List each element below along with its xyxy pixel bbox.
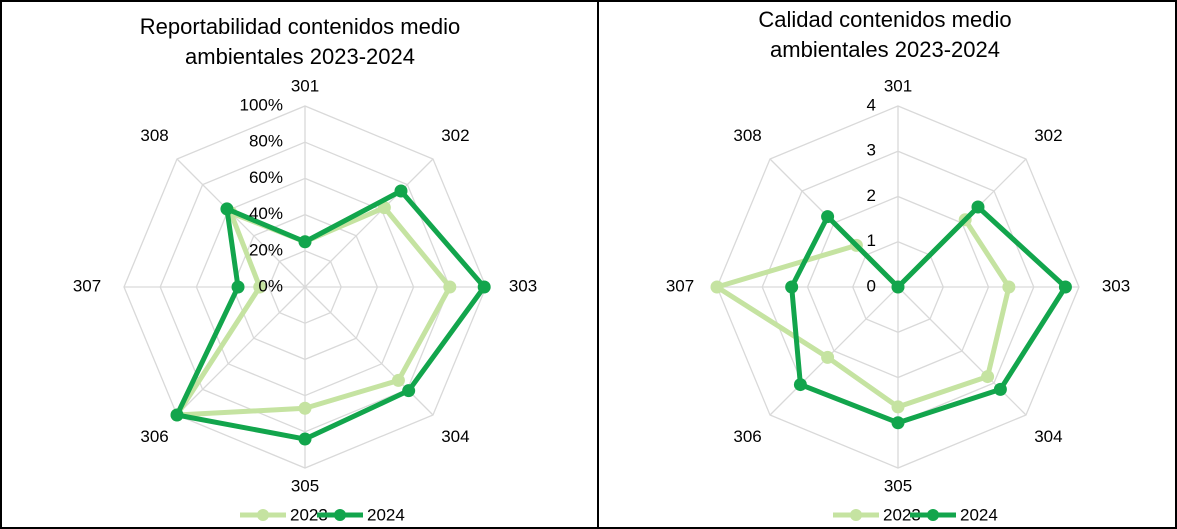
marker — [891, 280, 905, 294]
legend-marker — [334, 509, 346, 521]
marker — [298, 401, 312, 415]
category-label: 302 — [441, 126, 469, 145]
marker — [231, 280, 245, 294]
marker — [253, 280, 267, 294]
category-label: 305 — [291, 476, 319, 495]
category-label: 308 — [733, 126, 761, 145]
category-label: 301 — [884, 76, 912, 95]
marker — [993, 382, 1007, 396]
category-label: 301 — [291, 76, 319, 95]
category-label: 307 — [666, 276, 694, 295]
legend-label: 2024 — [960, 505, 998, 524]
marker — [821, 350, 835, 364]
marker — [710, 280, 724, 294]
legend-marker — [850, 509, 862, 521]
tick-label: 20% — [249, 240, 283, 259]
marker — [891, 416, 905, 430]
marker — [394, 184, 408, 198]
marker — [821, 210, 835, 224]
category-label: 306 — [140, 427, 168, 446]
tick-label: 2 — [867, 186, 876, 205]
legend-marker — [927, 509, 939, 521]
marker — [298, 235, 312, 249]
legend-label: 2023 — [883, 505, 921, 524]
marker — [443, 280, 457, 294]
legend-label: 2024 — [367, 505, 405, 524]
series-line — [789, 204, 1068, 426]
series-line — [714, 217, 1012, 410]
marker — [1058, 280, 1072, 294]
marker — [170, 408, 184, 422]
tick-label: 80% — [249, 132, 283, 151]
tick-label: 40% — [249, 204, 283, 223]
marker — [891, 400, 905, 414]
tick-label: 1 — [867, 231, 876, 250]
spoke — [304, 158, 434, 288]
category-label: 303 — [1102, 276, 1130, 295]
tick-label: 0% — [258, 276, 283, 295]
tick-label: 60% — [249, 168, 283, 187]
spoke — [176, 286, 306, 416]
tick-label: 100% — [240, 95, 283, 114]
tick-label: 0 — [867, 276, 876, 295]
marker — [785, 280, 799, 294]
marker — [391, 373, 405, 387]
marker — [793, 378, 807, 392]
category-label: 304 — [441, 427, 469, 446]
category-label: 307 — [73, 276, 101, 295]
marker — [377, 201, 391, 215]
marker — [971, 200, 985, 214]
marker — [298, 432, 312, 446]
legend-marker — [257, 509, 269, 521]
tick-label: 4 — [867, 95, 876, 114]
legend-label: 2023 — [290, 505, 328, 524]
category-label: 304 — [1034, 427, 1062, 446]
category-label: 303 — [509, 276, 537, 295]
spoke — [769, 286, 899, 416]
category-label: 308 — [140, 126, 168, 145]
marker — [477, 280, 491, 294]
category-label: 305 — [884, 476, 912, 495]
chart-title: Calidad contenidos medio ambientales 202… — [758, 7, 1012, 62]
marker — [220, 202, 234, 216]
marker — [1002, 280, 1016, 294]
marker — [981, 370, 995, 384]
category-label: 302 — [1034, 126, 1062, 145]
spoke — [176, 158, 306, 288]
tick-label: 3 — [867, 141, 876, 160]
marker — [402, 384, 416, 398]
chart-title: Reportabilidad contenidos medio ambienta… — [139, 14, 461, 69]
category-label: 306 — [733, 427, 761, 446]
